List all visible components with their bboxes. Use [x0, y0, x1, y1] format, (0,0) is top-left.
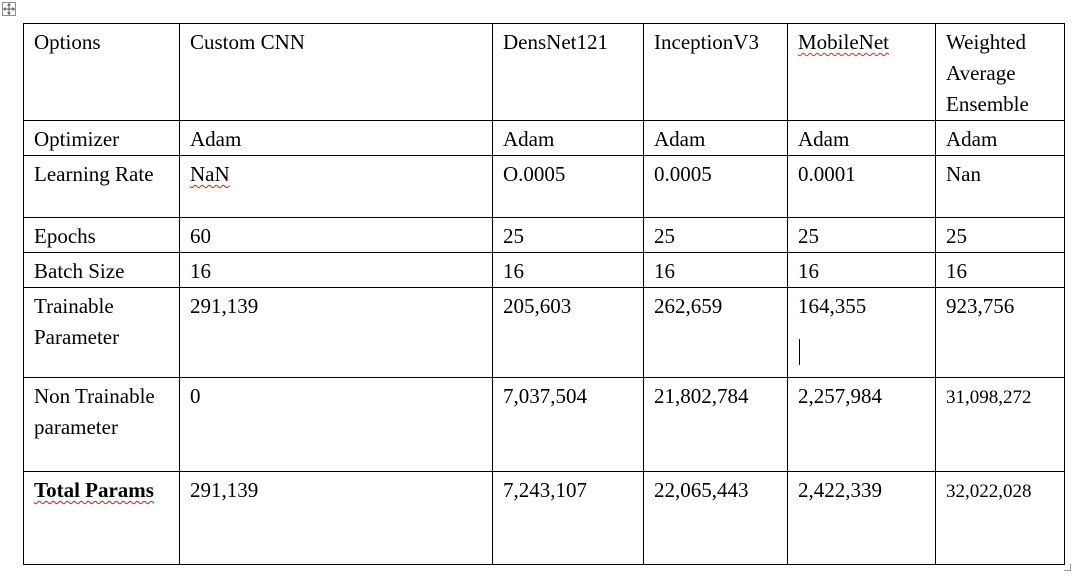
table-cell[interactable]: O.0005	[492, 155, 644, 218]
table-cell[interactable]: NaN	[179, 155, 493, 218]
table-row: Non Trainable parameter 0 7,037,504 21,8…	[23, 377, 1065, 472]
table-cell[interactable]: Adam	[179, 120, 493, 156]
results-table: Options Custom CNN DensNet121 InceptionV…	[23, 23, 1065, 565]
table-cell[interactable]: 16	[935, 252, 1065, 288]
table-cell[interactable]: 25	[787, 217, 936, 253]
table-cell[interactable]: 2,422,339	[787, 471, 936, 565]
table-cell[interactable]: 22,065,443	[643, 471, 788, 565]
row-label-cell[interactable]: Optimizer	[23, 120, 180, 156]
table-cell[interactable]: 7,037,504	[492, 377, 644, 472]
table-cell[interactable]: 7,243,107	[492, 471, 644, 565]
header-cell[interactable]: Weighted Average Ensemble	[935, 23, 1065, 121]
table-cell[interactable]: 60	[179, 217, 493, 253]
row-label-cell[interactable]: Trainable Parameter	[23, 287, 180, 378]
table-row: Optimizer Adam Adam Adam Adam Adam	[23, 120, 1065, 156]
table-cell[interactable]: 0.0001	[787, 155, 936, 218]
table-cell[interactable]: Adam	[643, 120, 788, 156]
table-cell[interactable]: 16	[492, 252, 644, 288]
row-label-cell[interactable]: Non Trainable parameter	[23, 377, 180, 472]
header-cell[interactable]: Options	[23, 23, 180, 121]
table-header-row: Options Custom CNN DensNet121 InceptionV…	[23, 23, 1065, 121]
table-row: Trainable Parameter 291,139 205,603 262,…	[23, 287, 1065, 378]
table-cell[interactable]: 31,098,272	[935, 377, 1065, 472]
table-cell[interactable]: 16	[643, 252, 788, 288]
table-row: Batch Size 16 16 16 16 16	[23, 252, 1065, 288]
table-move-handle[interactable]	[2, 2, 16, 16]
text-cursor	[799, 339, 800, 365]
table-cell[interactable]: 2,257,984	[787, 377, 936, 472]
row-label-cell[interactable]: Total Params	[23, 471, 180, 565]
table-cell[interactable]: 0	[179, 377, 493, 472]
table-cell[interactable]: 291,139	[179, 471, 493, 565]
table-cell[interactable]: 25	[935, 217, 1065, 253]
table-cell[interactable]: Adam	[787, 120, 936, 156]
table-cell[interactable]: 291,139	[179, 287, 493, 378]
move-arrows-icon	[3, 3, 15, 15]
header-cell[interactable]: DensNet121	[492, 23, 644, 121]
table-row: Epochs 60 25 25 25 25	[23, 217, 1065, 253]
table-cell[interactable]: Nan	[935, 155, 1065, 218]
row-label-cell[interactable]: Epochs	[23, 217, 180, 253]
table-cell[interactable]: 25	[492, 217, 644, 253]
table-cell[interactable]: 32,022,028	[935, 471, 1065, 565]
table-cell[interactable]: 25	[643, 217, 788, 253]
row-label-cell[interactable]: Learning Rate	[23, 155, 180, 218]
row-label-cell[interactable]: Batch Size	[23, 252, 180, 288]
table-cell[interactable]: 923,756	[935, 287, 1065, 378]
table-cell[interactable]: Adam	[935, 120, 1065, 156]
header-cell[interactable]: MobileNet	[787, 23, 936, 121]
table-cell[interactable]: Adam	[492, 120, 644, 156]
header-cell[interactable]: Custom CNN	[179, 23, 493, 121]
page-corner-mark	[1064, 564, 1071, 571]
table-row: Learning Rate NaN O.0005 0.0005 0.0001 N…	[23, 155, 1065, 218]
table-cell[interactable]: 205,603	[492, 287, 644, 378]
table-cell[interactable]: 0.0005	[643, 155, 788, 218]
header-cell[interactable]: InceptionV3	[643, 23, 788, 121]
table-row: Total Params 291,139 7,243,107 22,065,44…	[23, 471, 1065, 565]
table-cell[interactable]: 164,355	[787, 287, 936, 378]
table-cell[interactable]: 16	[787, 252, 936, 288]
table-cell[interactable]: 16	[179, 252, 493, 288]
table-cell[interactable]: 262,659	[643, 287, 788, 378]
table-cell[interactable]: 21,802,784	[643, 377, 788, 472]
